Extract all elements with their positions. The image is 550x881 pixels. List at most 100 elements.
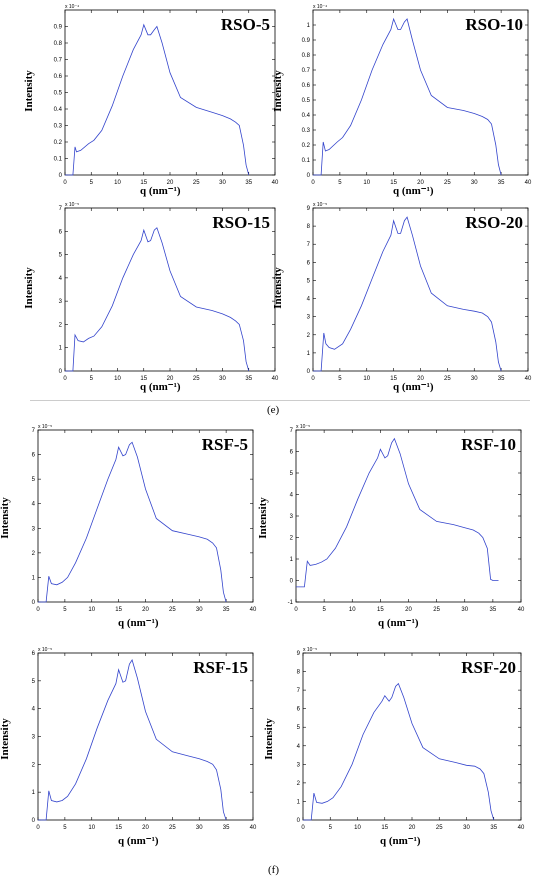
- x-tick-label: 40: [250, 825, 257, 831]
- chart-panel-rsf-15: 0 5 10 15 20 25 30 35 40 0 1 2 3 4 5 6 x 10⁻⁵ RSF-15 Inte…: [0, 645, 270, 850]
- x-tick-label: 15: [115, 825, 122, 831]
- y-axis-label: Intensity: [271, 70, 284, 112]
- y-tick-label: 3: [32, 526, 36, 532]
- chart-panel-rso-20: 0 5 10 15 20 25 30 35 40 0 1 2 3 4 5 6 7 8 9 x 10⁻⁵ RSO-20 I…: [272, 200, 550, 395]
- x-tick-label: 25: [193, 376, 200, 382]
- y-axis-label: Intensity: [22, 267, 35, 309]
- y-tick-label: 0.9: [302, 38, 311, 44]
- y-tick-label: 0.2: [302, 143, 311, 149]
- series-line: [38, 441, 227, 603]
- y-tick-label: 0: [59, 369, 63, 375]
- x-axis-label: q (nm⁻¹): [118, 835, 159, 847]
- y-tick-label: 0: [32, 600, 36, 606]
- plot-frame: [64, 207, 276, 372]
- x-tick-label: 10: [349, 607, 356, 613]
- y-exponent-label: x 10⁻⁵: [65, 202, 79, 208]
- x-axis-label: q (nm⁻¹): [378, 617, 419, 629]
- y-tick-label: 2: [32, 551, 36, 557]
- y-exponent-label: x 10⁻⁵: [313, 202, 327, 208]
- y-tick-label: 4: [307, 297, 311, 303]
- y-tick-label: 3: [290, 514, 294, 520]
- y-tick-label: 9: [297, 651, 301, 657]
- y-exponent-label: x 10⁻⁵: [38, 647, 52, 653]
- chart-panel-rso-5: 0 5 10 15 20 25 30 35 40 0 0.1 0.2 0.3 0.4 0.5 0.6 0.7 0.…: [0, 0, 285, 200]
- x-tick-label: 40: [250, 607, 257, 613]
- panel-title: RSO-5: [221, 15, 270, 34]
- x-tick-label: 20: [409, 825, 416, 831]
- series-line: [296, 437, 499, 588]
- x-tick-label: 30: [219, 180, 226, 186]
- x-tick-label: 0: [311, 180, 315, 186]
- y-exponent-label: x 10⁻⁵: [38, 424, 52, 430]
- y-tick-label: 6: [297, 707, 301, 713]
- y-tick-label: 6: [32, 651, 36, 657]
- x-tick-label: 30: [196, 607, 203, 613]
- x-tick-label: 25: [444, 180, 451, 186]
- x-tick-label: 20: [405, 607, 412, 613]
- y-tick-label: 1: [32, 575, 36, 581]
- x-tick-label: 40: [518, 607, 525, 613]
- y-tick-label: 7: [59, 206, 63, 212]
- x-axis-label: q (nm⁻¹): [140, 381, 181, 393]
- x-tick-label: 40: [272, 376, 279, 382]
- x-tick-label: 0: [294, 607, 298, 613]
- y-tick-label: 8: [307, 224, 311, 230]
- chart-panel-rsf-10: 0 5 10 15 20 25 30 35 40 -1 0 1 2 3 4 5 6 7 x 10⁻⁵ RSF-10 I…: [257, 422, 550, 632]
- y-tick-label: 2: [59, 322, 63, 328]
- x-tick-label: 30: [471, 376, 478, 382]
- y-tick-label: 0.1: [302, 158, 311, 164]
- x-tick-label: 10: [88, 825, 95, 831]
- y-tick-label: 0: [297, 818, 301, 824]
- x-tick-label: 10: [354, 825, 361, 831]
- y-tick-label: 6: [32, 453, 36, 459]
- y-tick-label: 4: [297, 744, 301, 750]
- x-tick-label: 0: [301, 825, 305, 831]
- y-tick-label: 0.3: [54, 124, 63, 130]
- y-tick-label: 1: [59, 346, 63, 352]
- x-tick-label: 25: [436, 825, 443, 831]
- figure-sublabel-f: (f): [268, 864, 279, 876]
- y-tick-label: 0.3: [302, 128, 311, 134]
- x-tick-label: 10: [363, 180, 370, 186]
- x-tick-label: 20: [142, 825, 149, 831]
- series-line: [65, 23, 250, 176]
- x-tick-label: 5: [63, 607, 67, 613]
- y-tick-label: 2: [32, 762, 36, 768]
- y-tick-label: 0.2: [54, 140, 63, 146]
- x-tick-label: 35: [223, 825, 230, 831]
- chart-svg: 0 5 10 15 20 25 30 35 40 0 1 2 3 4 5 6 7 8 9x 10⁻⁵ RSF-20: [297, 647, 525, 831]
- x-tick-label: 0: [63, 180, 67, 186]
- panel-title: RSF-10: [461, 435, 516, 454]
- y-tick-label: 0.5: [54, 91, 63, 97]
- x-tick-label: 30: [219, 376, 226, 382]
- y-tick-label: 7: [297, 688, 301, 694]
- series-line: [38, 659, 227, 821]
- y-tick-label: 0.6: [302, 83, 311, 89]
- x-tick-label: 25: [169, 607, 176, 613]
- y-tick-label: 6: [59, 229, 63, 235]
- y-tick-label: 5: [290, 471, 294, 477]
- x-tick-label: 10: [363, 376, 370, 382]
- y-tick-label: 5: [307, 278, 311, 284]
- x-tick-label: 10: [114, 376, 121, 382]
- x-tick-label: 15: [140, 180, 147, 186]
- y-exponent-label: x 10⁻⁴: [313, 4, 327, 10]
- x-tick-label: 35: [245, 376, 252, 382]
- figure-divider: [30, 400, 530, 401]
- chart-svg: 0 5 10 15 20 25 30 35 40 0 0.1 0.2 0.3 0.4 0.5 0.6 0.7 0.…: [302, 4, 532, 186]
- chart-panel-rso-10: 0 5 10 15 20 25 30 35 40 0 0.1 0.2 0.3 0.4 0.5 0.6 0.7 0.…: [271, 0, 550, 200]
- x-tick-label: 10: [114, 180, 121, 186]
- y-axis-label: Intensity: [0, 718, 11, 760]
- y-tick-label: 7: [290, 428, 294, 434]
- y-tick-label: 0.1: [54, 157, 63, 163]
- x-tick-label: 30: [461, 607, 468, 613]
- y-exponent-label: x 10⁻⁵: [303, 647, 317, 653]
- x-axis-label: q (nm⁻¹): [140, 185, 181, 197]
- x-axis-label: q (nm⁻¹): [393, 381, 434, 393]
- y-tick-label: 0: [59, 173, 63, 179]
- y-axis-label: Intensity: [262, 718, 275, 760]
- x-tick-label: 20: [167, 180, 174, 186]
- y-tick-label: 0: [307, 173, 311, 179]
- y-tick-label: 1: [307, 351, 311, 357]
- y-tick-label: 0.8: [54, 41, 63, 47]
